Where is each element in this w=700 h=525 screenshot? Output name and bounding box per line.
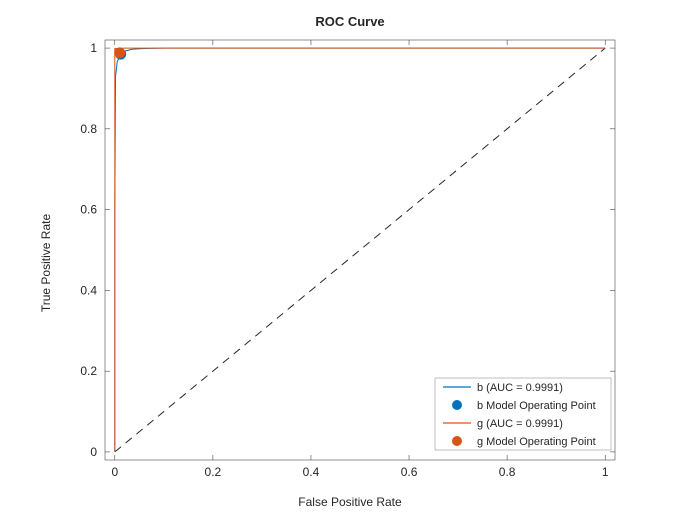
- y-tick-label: 0: [90, 445, 97, 459]
- operating-point-g_op: [114, 47, 125, 58]
- legend-item-label: b Model Operating Point: [477, 400, 596, 412]
- y-tick-label: 0.6: [80, 203, 97, 217]
- y-tick-label: 0.4: [80, 283, 97, 297]
- legend: b (AUC = 0.9991) b Model Operating Point g…: [435, 378, 611, 450]
- x-tick-label: 0.8: [499, 465, 516, 479]
- chart-svg: 0 0.2 0.4 0.6 0.8 1 0 0.2 0.4 0.6 0.8 1 b (AUC = 0…: [0, 0, 700, 525]
- legend-item-label: g (AUC = 0.9991): [477, 418, 563, 430]
- x-tick-label: 0.6: [401, 465, 418, 479]
- roc-figure: ROC Curve True Positive Rate False Posit…: [0, 0, 700, 525]
- y-tick-label: 1: [90, 41, 97, 55]
- y-tick-label: 0.2: [80, 364, 97, 378]
- x-tick-label: 0.4: [303, 465, 320, 479]
- legend-item-label: g Model Operating Point: [477, 436, 596, 448]
- y-tick-label: 0.8: [80, 122, 97, 136]
- legend-item-label: b (AUC = 0.9991): [477, 382, 563, 394]
- x-tick-label: 0.2: [205, 465, 222, 479]
- x-tick-label: 0: [111, 465, 118, 479]
- x-tick-label: 1: [602, 465, 609, 479]
